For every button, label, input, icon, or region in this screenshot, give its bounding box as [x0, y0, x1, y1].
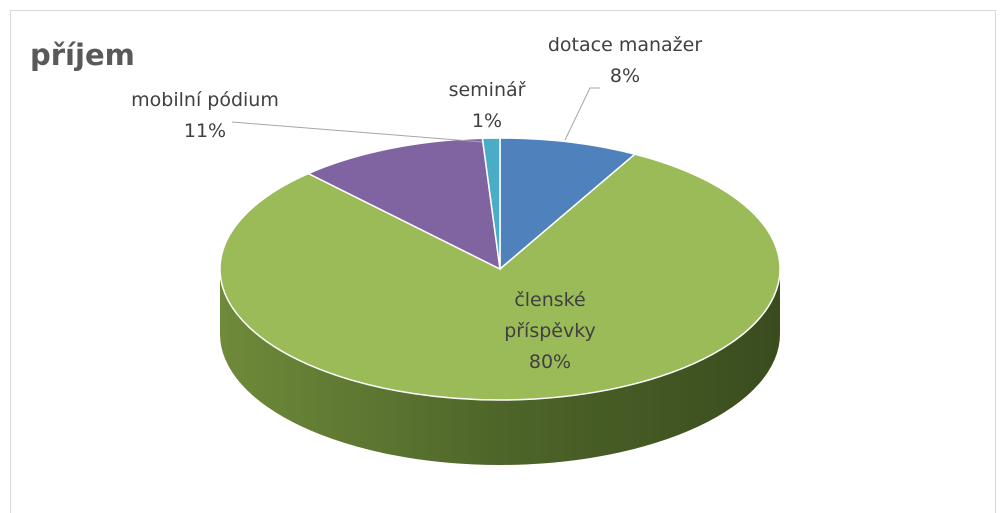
leader-line — [231, 121, 483, 143]
slice — [499, 137, 637, 271]
slice — [219, 153, 781, 401]
data-label-value: 11% — [183, 120, 227, 142]
data-label-name: dotace manažer — [547, 34, 703, 56]
chart-border — [10, 10, 996, 513]
data-label-name: mobilní pódium — [131, 89, 279, 111]
leader-line — [564, 87, 600, 141]
slice — [306, 137, 501, 271]
data-label-value: 1% — [471, 110, 503, 132]
slice — [481, 137, 501, 270]
slice-side — [220, 269, 780, 465]
data-label-name: členské příspěvky — [504, 289, 596, 342]
data-label-name: seminář — [448, 79, 526, 101]
data-label-value: 80% — [528, 351, 572, 373]
data-label-value: 8% — [609, 65, 641, 87]
chart-title: příjem — [30, 38, 135, 72]
